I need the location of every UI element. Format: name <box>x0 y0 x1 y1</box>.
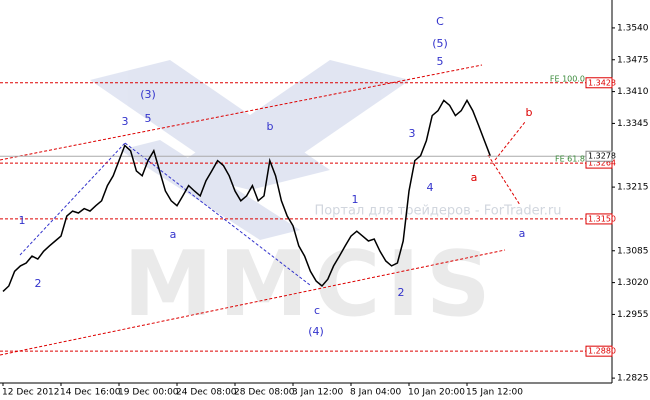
fib-level-name: FE 61.8 <box>555 155 585 164</box>
wave-label: 1 <box>352 193 359 206</box>
level-label: 1.3150 <box>588 214 616 223</box>
fib-level-value: 1.3428 <box>588 78 616 87</box>
trend-line <box>0 249 506 356</box>
y-tick-label: 1.3410 <box>617 87 649 97</box>
wave-guide <box>19 142 126 256</box>
wave-label: 5 <box>145 112 152 125</box>
y-tick-label: 1.2955 <box>617 310 649 320</box>
watermark: Портал для трейдеров - ForTrader.ru <box>314 204 561 219</box>
trend-line <box>0 64 483 161</box>
last-price-label: 1.3278 <box>588 152 616 161</box>
wave-label: a <box>471 171 478 184</box>
fib-level-name: FE 100.0 <box>550 74 585 83</box>
wave-label: (5) <box>432 37 448 50</box>
y-tick-label: 1.3020 <box>617 278 649 288</box>
x-tick-label: 3 Jan 12:00 <box>292 388 344 398</box>
projection-line <box>494 121 526 161</box>
wave-label: 4 <box>427 181 434 194</box>
level-box <box>585 77 613 89</box>
wave-label: b <box>526 106 533 119</box>
x-tick-label: 10 Jan 20:00 <box>408 388 465 398</box>
logo-text: MMCIS <box>123 232 496 337</box>
wave-label: 1 <box>19 214 26 227</box>
wave-label: 3 <box>122 115 129 128</box>
y-tick-label: 1.3345 <box>617 119 649 129</box>
wave-label: 2 <box>35 277 42 290</box>
y-tick-label: 1.2825 <box>617 374 649 384</box>
wave-label: (3) <box>140 88 156 101</box>
level-box <box>585 345 613 357</box>
x-tick-label: 15 Jan 12:00 <box>466 388 523 398</box>
logo-shape <box>90 60 410 240</box>
y-tick-label: 1.3085 <box>617 246 649 256</box>
y-tick-label: 1.3540 <box>617 23 649 33</box>
level-box <box>585 213 613 225</box>
wave-label: 3 <box>409 127 416 140</box>
fib-level-value: 1.3264 <box>588 159 616 168</box>
wave-label: a <box>519 227 526 240</box>
wave-label: (4) <box>308 325 324 338</box>
y-tick-label: 1.3215 <box>617 183 649 193</box>
wave-label: a <box>170 228 177 241</box>
wave-label: b <box>267 120 274 133</box>
last-price-box <box>585 150 613 162</box>
wave-label: C <box>436 15 444 28</box>
wave-guide <box>124 142 311 286</box>
y-tick-label: 1.3475 <box>617 55 649 65</box>
x-tick-label: 19 Dec 00:00 <box>118 388 179 398</box>
x-tick-label: 14 Dec 16:00 <box>60 388 121 398</box>
level-label: 1.2880 <box>588 347 616 356</box>
wave-label: c <box>314 304 320 317</box>
x-tick-label: 24 Dec 08:00 <box>176 388 237 398</box>
x-tick-label: 12 Dec 2012 <box>2 388 60 398</box>
wave-label: 2 <box>398 286 405 299</box>
wave-label: 5 <box>437 55 444 68</box>
price-line <box>2 98 491 292</box>
x-tick-label: 8 Jan 04:00 <box>350 388 402 398</box>
x-tick-label: 28 Dec 08:00 <box>234 388 295 398</box>
